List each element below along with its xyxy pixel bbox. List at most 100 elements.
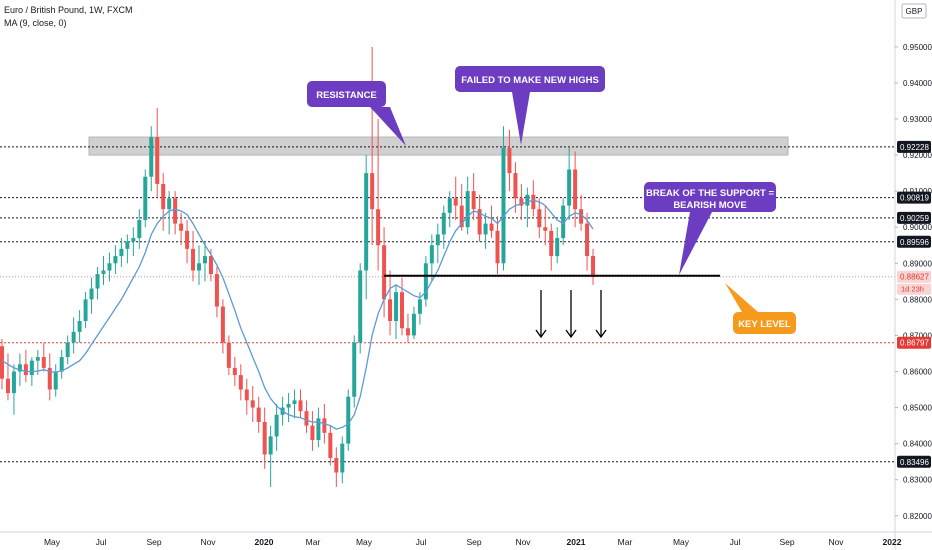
x-tick-label: Nov	[200, 537, 216, 547]
candle-body	[471, 191, 476, 210]
x-tick-label: 2021	[567, 537, 586, 547]
candle-body	[89, 288, 94, 300]
x-tick-label: Sep	[466, 537, 481, 547]
callout-resistance-text: RESISTANCE	[316, 90, 377, 101]
candle-body	[441, 212, 446, 235]
countdown-box	[897, 283, 931, 295]
candle-body	[489, 223, 494, 231]
candle-body	[131, 238, 136, 242]
candle-body	[394, 292, 399, 321]
candle-body	[573, 169, 578, 210]
candle-body	[543, 227, 548, 231]
candle-body	[429, 245, 434, 264]
candle-body	[459, 205, 464, 228]
candle-body	[388, 299, 393, 321]
y-tick-label: 0.86000	[903, 367, 932, 376]
candle-body	[262, 421, 267, 455]
candle-body	[113, 256, 118, 264]
y-tick-label: 0.90000	[903, 223, 932, 232]
candle-body	[77, 320, 82, 332]
candle-body	[83, 299, 88, 321]
candle-body	[23, 364, 28, 376]
candle-body	[513, 173, 518, 199]
candle-body	[405, 328, 410, 336]
candle-body	[41, 357, 46, 368]
candle-body	[591, 256, 596, 277]
candle-body	[286, 403, 291, 408]
candle-body	[101, 270, 106, 275]
x-tick-label: 2020	[255, 537, 274, 547]
candle-body	[202, 256, 207, 264]
candle-body	[137, 220, 142, 239]
candle-body	[5, 378, 10, 394]
candle-body	[537, 209, 542, 228]
candle-body	[346, 396, 351, 444]
arrow-head-icon	[595, 329, 607, 339]
candle-body	[447, 198, 452, 213]
candle-body	[256, 407, 261, 422]
countdown-label: 1d 23h	[901, 285, 924, 294]
y-tick-label: 0.95000	[903, 43, 932, 52]
candle-body	[525, 194, 530, 206]
callout-bearish	[644, 182, 776, 212]
y-tick-label: 0.84000	[903, 440, 932, 449]
candle-body	[208, 256, 213, 275]
candle-body	[340, 443, 345, 473]
candle-body	[250, 400, 255, 408]
candle-body	[531, 194, 536, 210]
price-label-box	[897, 336, 931, 349]
ma-line-group	[1, 199, 594, 430]
candle-body	[579, 209, 584, 224]
candle-body	[358, 270, 363, 343]
x-tick-label: 2022	[883, 537, 902, 547]
candle-body	[268, 436, 273, 455]
callout-key-level-text: KEY LEVEL	[738, 319, 791, 330]
price-label: 0.92228	[900, 143, 929, 152]
candle-body	[507, 147, 512, 174]
y-tick-label: 0.87000	[903, 331, 932, 340]
candle-body	[453, 198, 458, 206]
x-tick-label: Nov	[828, 537, 844, 547]
candle-body	[585, 223, 590, 257]
candle-body	[561, 205, 566, 239]
candle-body	[95, 274, 100, 289]
candle-body	[244, 389, 249, 401]
arrow-head-icon	[565, 329, 577, 339]
candle-body	[65, 342, 70, 358]
candle-body	[495, 230, 500, 264]
x-tick-label: Jul	[96, 537, 107, 547]
indicator-title: MA (9, close, 0)	[4, 18, 67, 28]
y-tick-label: 0.91000	[903, 187, 932, 196]
currency-label: GBP	[906, 7, 923, 16]
candle-body	[173, 198, 178, 224]
x-tick-label: Nov	[515, 537, 531, 547]
candle-body	[483, 223, 488, 235]
x-tick-label: Mar	[618, 537, 633, 547]
candle-body	[0, 346, 4, 379]
price-label: 0.88627	[900, 273, 929, 282]
candle-body	[220, 306, 225, 343]
candle-body	[549, 230, 554, 257]
price-label: 0.90259	[900, 214, 929, 223]
candle-body	[191, 248, 196, 271]
candle-body	[465, 191, 470, 228]
currency-box	[901, 3, 927, 19]
x-tick-label: Jul	[416, 537, 427, 547]
callout-key-level-pointer	[725, 283, 758, 312]
candle-body	[310, 425, 315, 441]
candle-body	[567, 169, 572, 206]
candle-body	[334, 458, 339, 473]
candle-body	[519, 198, 524, 206]
candle-body	[149, 137, 154, 177]
candle-body	[298, 400, 303, 412]
candle-body	[477, 209, 482, 235]
candle-body	[11, 371, 16, 394]
y-tick-label: 0.88000	[903, 295, 932, 304]
price-label: 0.90819	[900, 194, 929, 203]
candle-body	[71, 331, 76, 343]
candle-body	[17, 364, 22, 372]
candle-body	[328, 432, 333, 459]
callout-resistance-pointer	[370, 107, 406, 146]
x-tick-label: May	[356, 537, 373, 547]
